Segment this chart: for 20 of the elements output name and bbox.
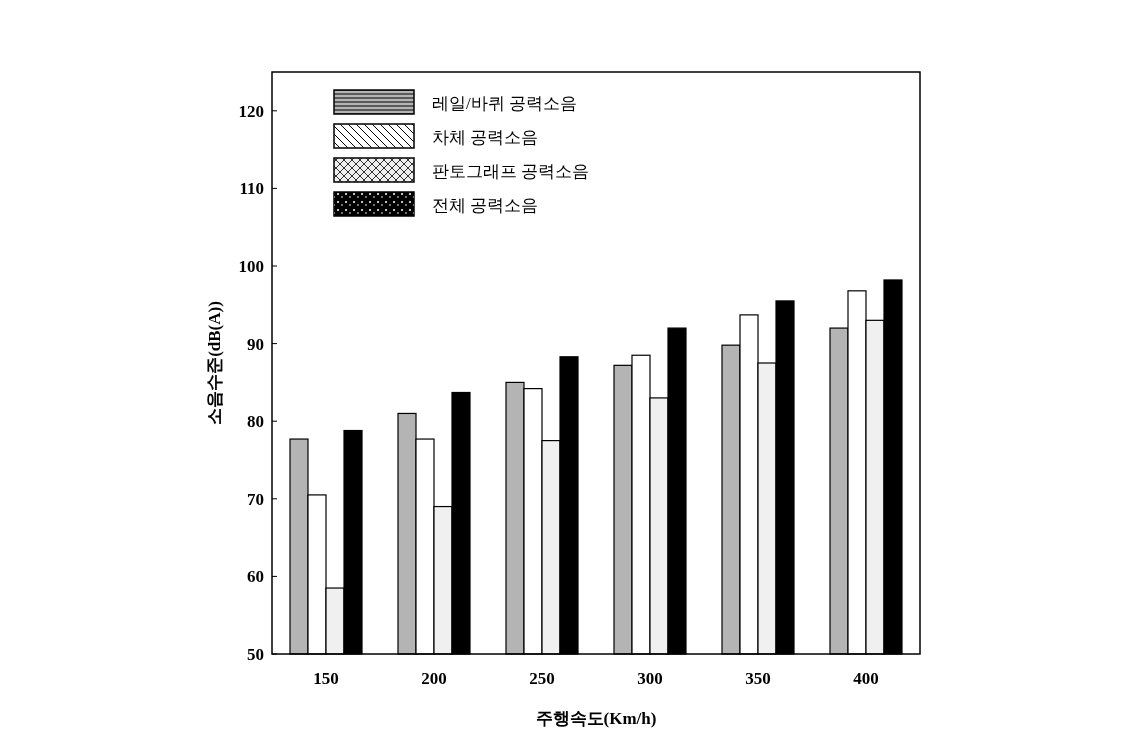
legend-label: 전체 공력소음	[432, 196, 539, 215]
x-tick-label: 300	[637, 669, 663, 688]
y-tick-label: 70	[247, 489, 264, 509]
y-tick-label: 80	[247, 412, 264, 432]
y-tick-label: 120	[238, 101, 264, 121]
y-tick-label: 90	[247, 334, 264, 354]
legend-label: 차체 공력소음	[432, 128, 539, 147]
y-axis-title: 소음수준(dB(A))	[205, 301, 224, 425]
legend-label: 판토그래프 공력소음	[432, 162, 590, 181]
x-tick-label: 350	[745, 669, 771, 688]
x-tick-label: 250	[529, 669, 555, 688]
x-tick-label: 400	[853, 669, 879, 688]
x-tick-label: 200	[421, 669, 447, 688]
y-tick-label: 60	[247, 567, 264, 587]
legend-label: 레일/바퀴 공력소음	[432, 94, 577, 113]
y-tick-label: 110	[239, 179, 264, 199]
y-tick-label: 50	[247, 645, 264, 664]
x-axis-title: 주행속도(Km/h)	[535, 709, 657, 728]
x-tick-label: 150	[313, 669, 339, 688]
y-tick-label: 100	[238, 257, 264, 276]
